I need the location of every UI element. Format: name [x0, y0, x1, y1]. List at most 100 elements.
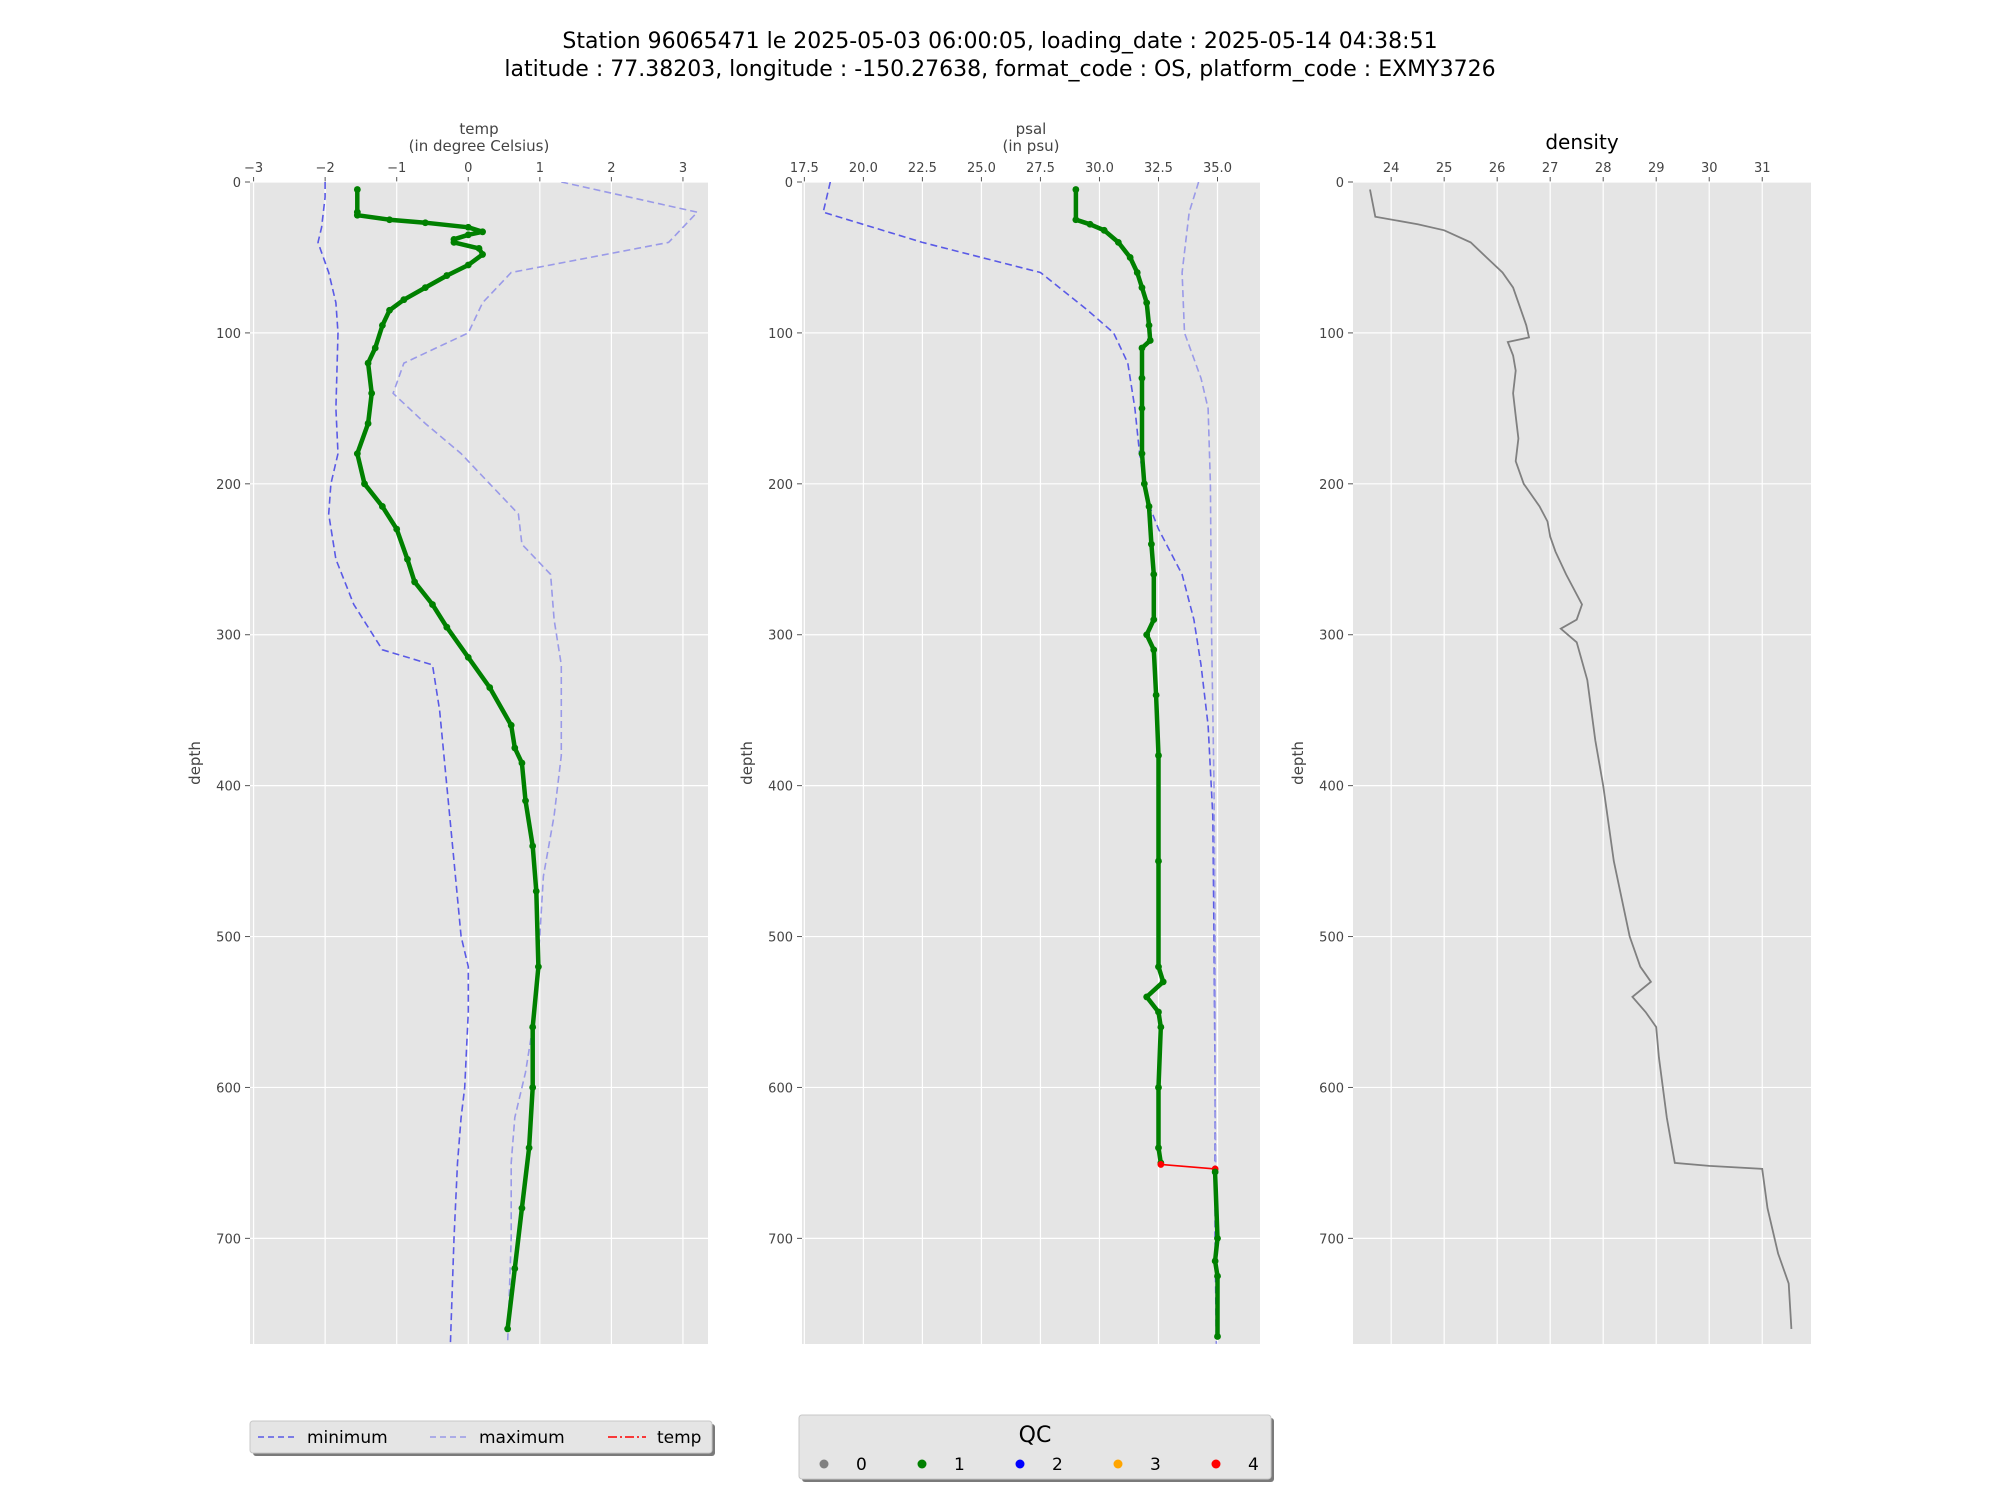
temp-profile-point	[479, 228, 486, 236]
temp-ytick-label: 500	[216, 931, 241, 946]
density-xtick-label: 24	[1383, 161, 1400, 176]
temp-profile-point	[511, 744, 519, 752]
psal-profile-point	[1145, 503, 1153, 510]
psal-profile-point	[1150, 646, 1158, 654]
psal-maximum-line	[1181, 182, 1218, 1344]
temp-profile-point	[386, 306, 393, 314]
psal-xtick-label: 22.5	[908, 161, 937, 176]
legend-qc-1-marker	[917, 1459, 927, 1469]
psal-ytick-label: 100	[768, 327, 793, 342]
temp-profile-point	[443, 623, 451, 631]
psal-panel: 17.5 20.0 22.5 25.0 27.5 30.0 32.5 35.0 0 100 200 3…	[738, 120, 1260, 1344]
density-xtick-label: 29	[1648, 161, 1665, 176]
figure-title-line1: Station 96065471 le 2025-05-03 06:00:05,…	[562, 29, 1437, 54]
temp-profile-point	[464, 261, 472, 269]
temp-profile-point	[393, 525, 401, 533]
temp-profile-point	[532, 887, 540, 895]
psal-profile-point	[1143, 631, 1151, 639]
density-xtick-label: 31	[1754, 161, 1771, 176]
temp-ytick-label: 300	[216, 629, 241, 644]
density-panel: 24 25 26 27 28 29 30 31 0 100 200 300 400 500 600 700 de…	[1289, 130, 1811, 1344]
psal-plot-area	[802, 182, 1260, 1344]
psal-profile-point	[1214, 1272, 1221, 1280]
psal-profile-point	[1138, 374, 1146, 382]
psal-profile-point	[1211, 1168, 1219, 1176]
temp-xtick-label: 0	[464, 161, 472, 176]
temp-ytick-label: 100	[216, 327, 241, 342]
temp-profile-point	[518, 1204, 526, 1212]
psal-profile-point	[1146, 337, 1154, 344]
psal-profile-point	[1100, 226, 1108, 234]
psal-series-group	[822, 182, 1221, 1344]
temp-profile-point	[364, 420, 372, 427]
psal-profile-point	[1143, 299, 1151, 307]
density-series-group	[1369, 189, 1793, 1329]
temp-profile-point	[486, 684, 494, 691]
temp-profile-point	[371, 344, 379, 352]
psal-profile-point	[1133, 269, 1141, 276]
temp-profile-point	[353, 186, 361, 193]
legend-qc-frame	[798, 1414, 1272, 1480]
psal-profile-point	[1138, 344, 1146, 352]
legend-qc-4-label: 4	[1248, 1455, 1259, 1475]
psal-profile-point	[1155, 1008, 1162, 1016]
temp-profile-point	[443, 272, 451, 279]
temp-series-group	[317, 182, 699, 1344]
temp-profile-point	[529, 1084, 537, 1091]
figure-title-line2: latitude : 77.38203, longitude : -150.27…	[504, 57, 1495, 82]
psal-profile-point	[1150, 616, 1158, 624]
legend-qc-3-label: 3	[1150, 1455, 1161, 1475]
temp-profile-point	[400, 296, 408, 304]
psal-ytick-label: 300	[768, 629, 793, 644]
psal-xtick-label: 27.5	[1026, 161, 1055, 176]
legend-temp-label: temp	[657, 1428, 701, 1448]
temp-profile-point	[525, 1144, 533, 1152]
temp-profile-point	[353, 450, 361, 458]
temp-xlabel-unit: (in degree Celsius)	[409, 137, 550, 155]
psal-xlabel-unit: (in psu)	[1003, 137, 1060, 155]
psal-profile-point	[1143, 993, 1151, 1001]
temp-profile-point	[522, 797, 529, 805]
temp-profile-point	[378, 321, 386, 329]
density-line	[1369, 189, 1793, 1329]
temp-profile-point	[364, 359, 372, 367]
temp-xtick-label: −3	[244, 161, 263, 176]
temp-profile-point	[361, 480, 368, 488]
temp-profile-point	[464, 223, 472, 231]
psal-profile-point	[1126, 254, 1134, 261]
temp-profile-point	[421, 284, 429, 292]
density-ytick-label: 0	[1336, 176, 1344, 191]
density-xtick-label: 26	[1489, 161, 1506, 176]
density-ytick-label: 700	[1319, 1232, 1344, 1247]
legend-qc-title: QC	[1019, 1423, 1052, 1448]
psal-profile-point	[1157, 1161, 1165, 1168]
psal-profile-point	[1114, 238, 1122, 246]
temp-profile-point	[429, 601, 436, 608]
legend-qc-0-label: 0	[856, 1455, 867, 1475]
temp-profile-point	[504, 1325, 512, 1333]
psal-profile-point	[1072, 216, 1080, 224]
psal-ytick-label: 200	[768, 478, 793, 493]
temp-profile-point	[421, 219, 429, 227]
psal-profile-point	[1148, 540, 1155, 548]
temp-profile-point	[386, 216, 393, 224]
legend-qc-0-marker	[819, 1459, 829, 1469]
psal-profile-point	[1145, 321, 1153, 329]
psal-profile-point	[1211, 1257, 1219, 1265]
temp-panel: −3 −2 −1 0 1 2 3 0 100 200 300 400 500 600 700 depth tem…	[186, 120, 708, 1344]
psal-profile-point	[1155, 752, 1162, 759]
psal-profile-point	[1140, 480, 1148, 488]
temp-plot-area	[250, 182, 708, 1344]
density-xtick-label: 25	[1436, 161, 1453, 176]
psal-profile-line	[1160, 1163, 1216, 1170]
psal-profile-point	[1214, 1234, 1221, 1242]
psal-ylabel: depth	[738, 741, 756, 785]
temp-ytick-label: 400	[216, 780, 241, 795]
psal-profile-point	[1150, 570, 1158, 578]
psal-xtick-label: 35.0	[1203, 161, 1232, 176]
temp-profile-point	[534, 963, 542, 971]
temp-profile-point	[368, 389, 376, 397]
density-ytick-label: 500	[1319, 931, 1344, 946]
temp-xtick-label: 2	[607, 161, 615, 176]
